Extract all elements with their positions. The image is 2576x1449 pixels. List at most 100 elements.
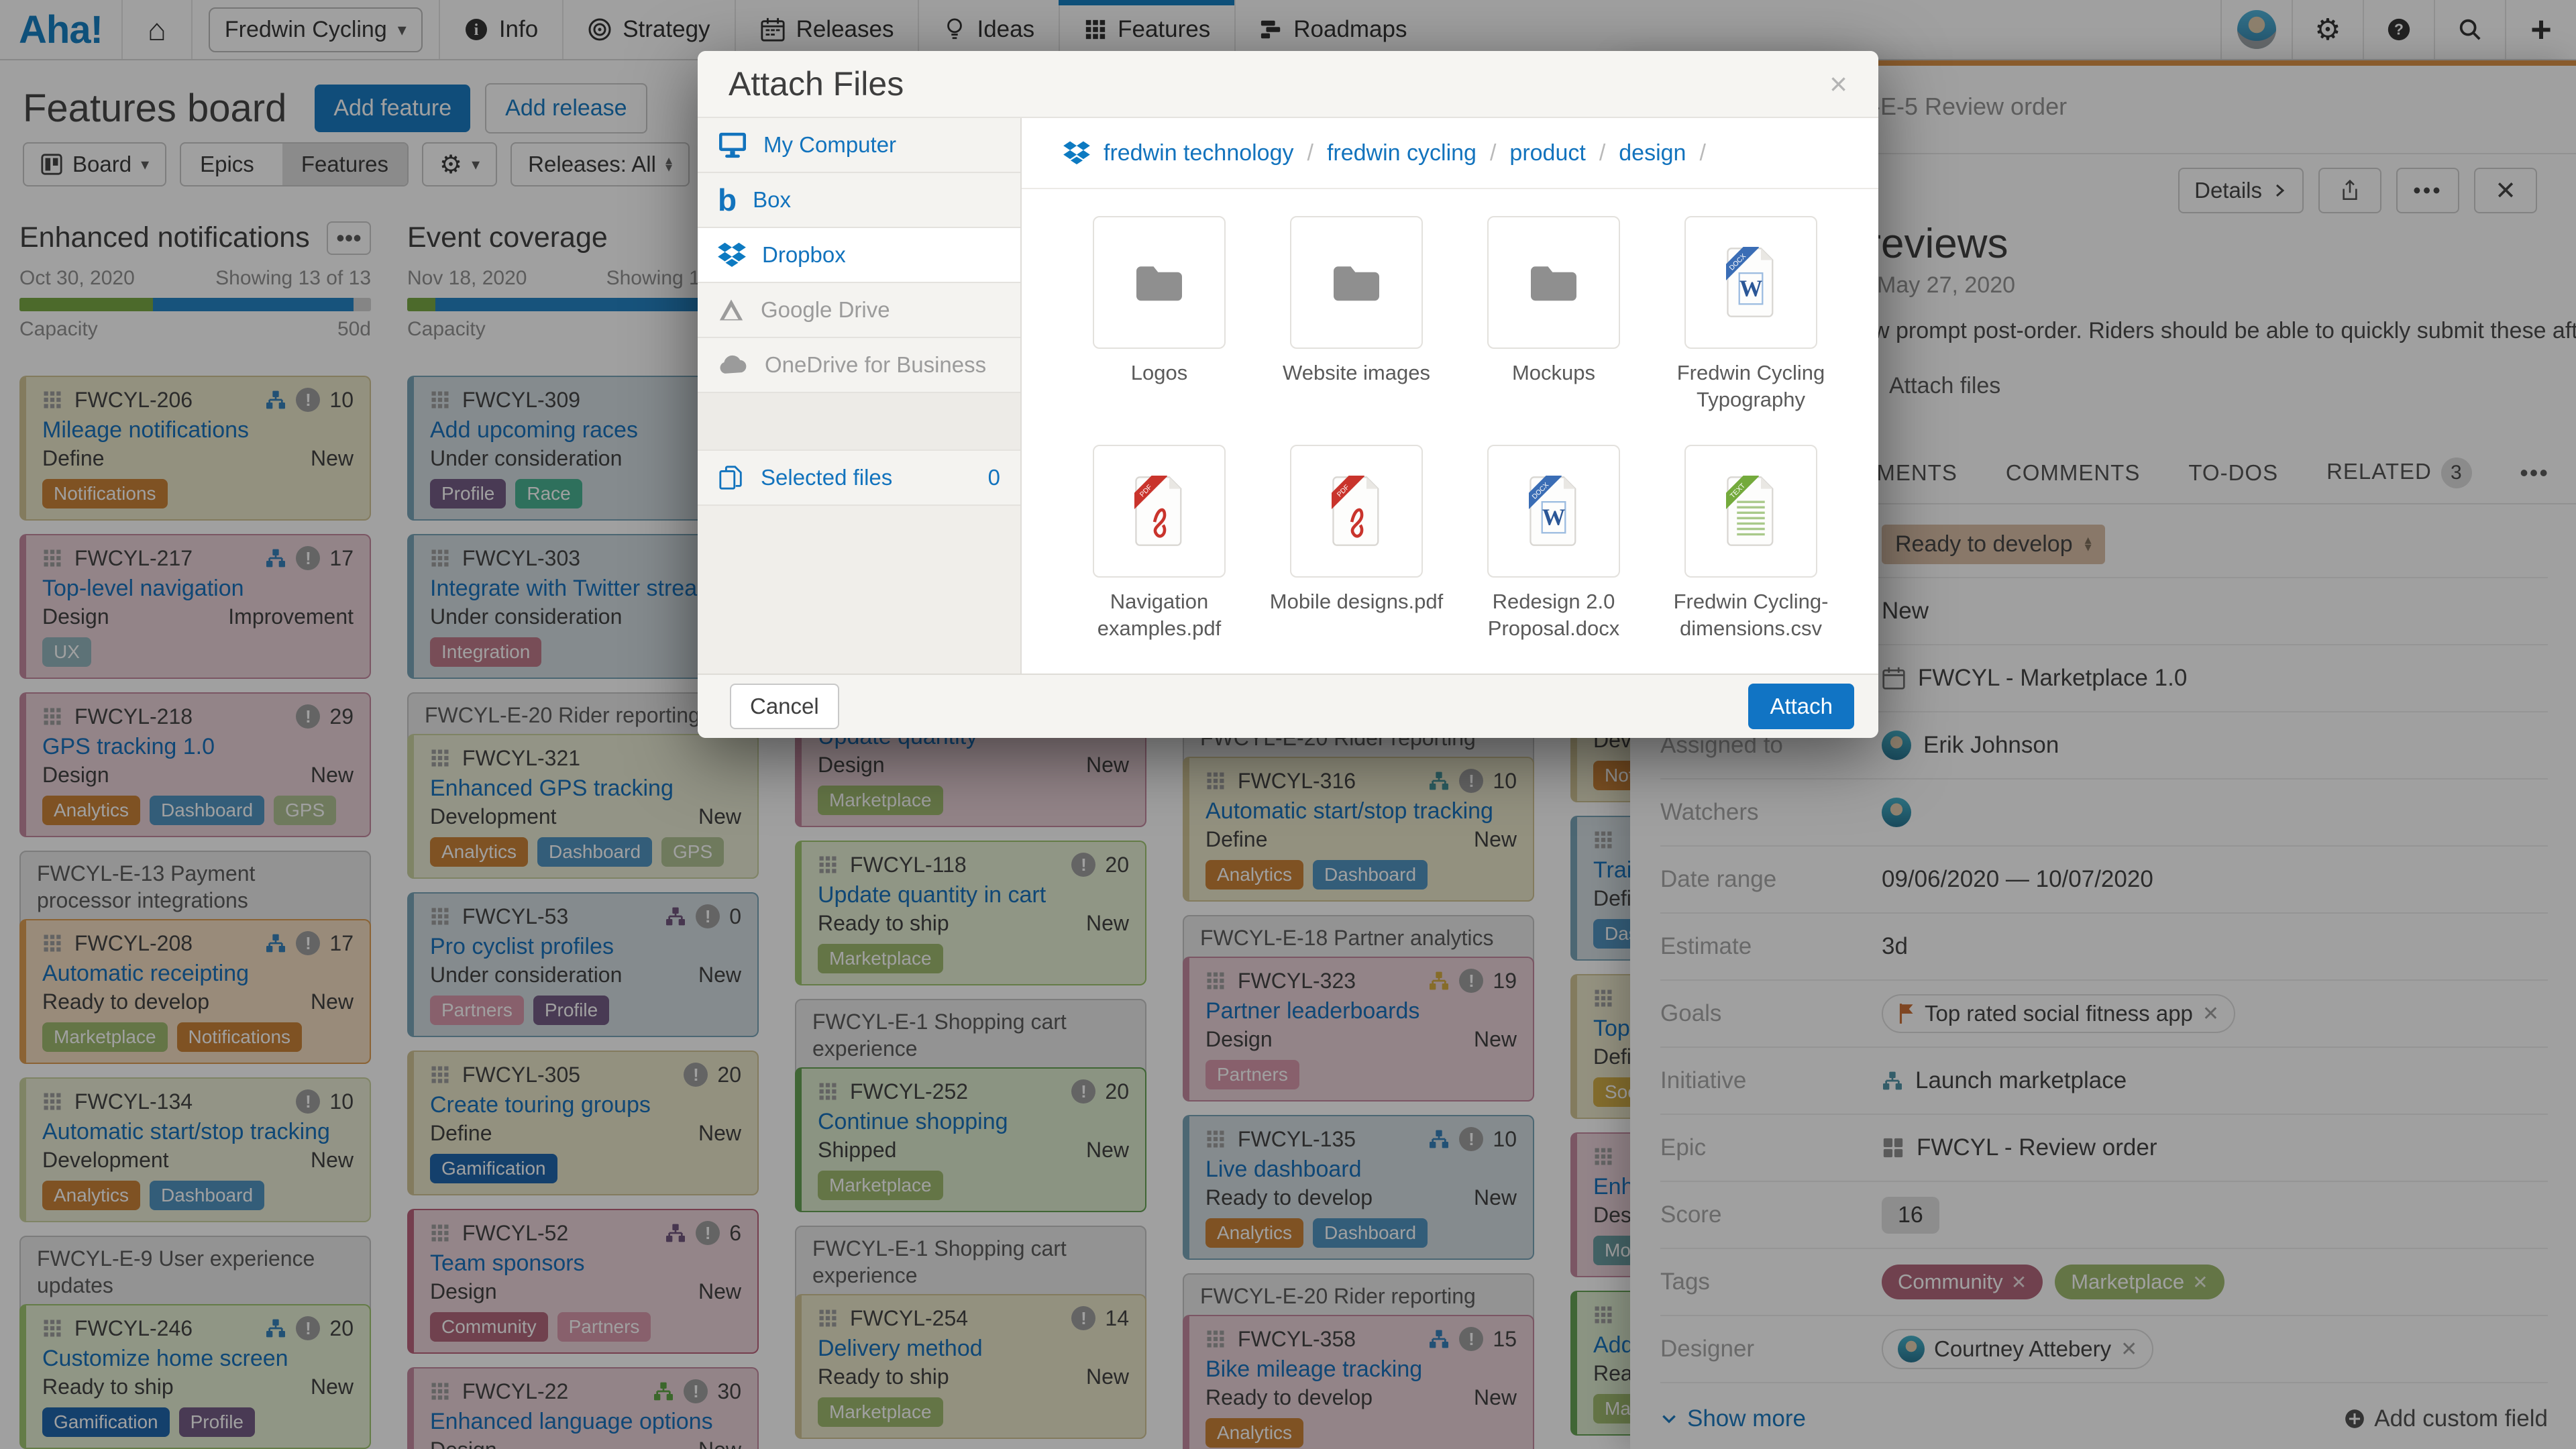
feature-title-link[interactable]: Automatic receipting [42,961,250,986]
tag-pill[interactable]: Analytics [1205,1218,1304,1248]
tag-pill[interactable]: Integration [430,637,542,667]
segment-epics[interactable]: Epics [200,152,254,176]
nav-help-button[interactable]: ? [2363,0,2434,59]
file-tile[interactable]: DOCX W Fredwin Cycling Typography [1652,216,1849,414]
share-button[interactable] [2318,168,2381,213]
remove-icon[interactable]: ✕ [2121,1338,2138,1360]
epic-group[interactable]: FWCYL-E-20 Rider reporting FWCYL-316 ! 10… [1183,715,1534,902]
tag-pill[interactable]: Notifications [176,1022,303,1052]
feature-card[interactable]: FWCYL-305 ! 20 Create touring groups Defi… [407,1051,759,1195]
feature-card[interactable]: FWCYL-246 ! 20 Customize home screen Read… [19,1304,371,1449]
feature-card[interactable]: FWCYL-316 ! 10 Automatic start/stop track… [1183,757,1534,902]
feature-title-link[interactable]: Continue shopping [818,1109,1008,1134]
feature-title-link[interactable]: Automatic start/stop tracking [42,1119,330,1144]
tag-pill[interactable]: Profile [533,996,610,1025]
feature-title-link[interactable]: Update quantity in cart [818,882,1046,908]
show-more-link[interactable]: Show more [1660,1405,1806,1432]
file-tile[interactable]: Website images [1258,216,1455,414]
selected-files-item[interactable]: Selected files 0 [698,451,1020,506]
epic-group[interactable]: FWCYL-E-9 User experience updates FWCYL-… [19,1236,371,1449]
breadcrumb-segment[interactable]: fredwin technology [1104,140,1294,166]
tag-pill[interactable]: GPS [274,796,337,825]
remove-icon[interactable]: ✕ [2192,1271,2208,1293]
column-menu-button[interactable]: ••• [327,221,371,255]
feature-title-link[interactable]: Delivery method [818,1336,983,1361]
feature-card[interactable]: FWCYL-321 Enhanced GPS tracking Developm… [407,734,759,879]
tag-pill[interactable]: Marketplace [818,1397,943,1427]
board-settings-dropdown[interactable]: ⚙ ▾ [422,142,498,186]
feature-card[interactable]: FWCYL-53 ! 0 Pro cyclist profiles Under c… [407,892,759,1037]
epic-group[interactable]: FWCYL-E-20 Rider reporting FWCYL-358 ! 15… [1183,1273,1534,1449]
tabs-overflow-button[interactable]: ••• [2520,459,2549,486]
epic-group[interactable]: FWCYL-E-20 Rider reporting FWCYL-321 Enh… [407,692,759,879]
more-actions-button[interactable]: ••• [2396,168,2459,213]
feature-card[interactable]: FWCYL-323 ! 19 Partner leaderboards Desig… [1183,957,1534,1102]
feature-title-link[interactable]: Customize home screen [42,1346,288,1371]
feature-card[interactable]: FWCYL-118 ! 20 Update quantity in cart Re… [795,841,1146,985]
file-tile[interactable]: Logos [1061,216,1258,414]
breadcrumb-segment[interactable]: product [1509,140,1586,166]
tag-chip[interactable]: Community ✕ [1882,1265,2043,1299]
tag-chip[interactable]: Marketplace ✕ [2055,1265,2224,1299]
person-chip[interactable]: Courtney Attebery ✕ [1882,1329,2154,1369]
tag-pill[interactable]: Analytics [1205,860,1304,890]
home-button[interactable]: ⌂ [121,0,191,59]
tab-comments[interactable]: COMMENTS [2005,460,2141,485]
epic-group[interactable]: FWCYL-E-18 Partner analytics FWCYL-323 !… [1183,915,1534,1102]
tag-pill[interactable]: Marketplace [818,1171,943,1200]
tag-pill[interactable]: UX [42,637,91,667]
tag-pill[interactable]: Partners [557,1312,651,1342]
feature-title-link[interactable]: Mileage notifications [42,417,250,443]
board-view-dropdown[interactable]: Board ▾ [23,142,167,186]
feature-card[interactable]: FWCYL-135 ! 10 Live dashboard Ready to de… [1183,1115,1534,1260]
modal-close-button[interactable]: × [1829,66,1847,101]
source-dropbox[interactable]: Dropbox [698,228,1020,283]
tag-pill[interactable]: Partners [430,996,524,1025]
releases-filter-dropdown[interactable]: Releases: All ▴ ▾ [511,142,690,186]
tag-pill[interactable]: Analytics [42,796,141,825]
tag-pill[interactable]: Analytics [42,1181,141,1210]
feature-title-link[interactable]: Team sponsors [430,1250,585,1276]
breadcrumb-segment[interactable]: fredwin cycling [1326,140,1477,166]
feature-title-link[interactable]: Enhanced GPS tracking [430,775,674,801]
nav-item-strategy[interactable]: Strategy [562,0,734,59]
feature-card[interactable]: FWCYL-254 ! 14 Delivery method Ready to s… [795,1294,1146,1439]
nav-gear-button[interactable]: ⚙ [2292,0,2363,59]
tag-pill[interactable]: Analytics [430,837,529,867]
attach-button[interactable]: Attach [1748,684,1854,729]
goal-chip[interactable]: Top rated social fitness app ✕ [1882,994,2236,1033]
epic-group[interactable]: FWCYL-E-1 Shopping cart experience FWCYL… [795,999,1146,1212]
feature-title-link[interactable]: Pro cyclist profiles [430,934,614,959]
feature-card[interactable]: FWCYL-52 ! 6 Team sponsors Design New Comm… [407,1209,759,1354]
tag-pill[interactable]: Profile [430,479,506,508]
tag-pill[interactable]: Gamification [430,1154,557,1183]
tag-pill[interactable]: GPS [661,837,724,867]
aha-logo[interactable]: Aha! [19,7,103,52]
feature-card[interactable]: FWCYL-208 ! 17 Automatic receipting Ready… [19,919,371,1064]
feature-card[interactable]: FWCYL-134 ! 10 Automatic start/stop track… [19,1077,371,1222]
cancel-button[interactable]: Cancel [730,684,839,729]
feature-title-link[interactable]: Partner leaderboards [1205,998,1420,1024]
feature-title-link[interactable]: Live dashboard [1205,1157,1362,1182]
add-feature-button[interactable]: Add feature [315,85,471,132]
remove-icon[interactable]: ✕ [2202,1002,2220,1025]
tag-pill[interactable]: Profile [178,1407,255,1437]
feature-title-link[interactable]: Top-level navigation [42,576,244,601]
tag-pill[interactable]: Dashboard [1313,1218,1428,1248]
add-release-button[interactable]: Add release [485,83,647,133]
tag-pill[interactable]: Analytics [1205,1418,1304,1448]
feature-card[interactable]: FWCYL-252 ! 20 Continue shopping Shipped N… [795,1067,1146,1212]
status-badge[interactable]: Ready to develop ▴ ▾ [1882,524,2105,564]
tag-pill[interactable]: Partners [1205,1060,1299,1089]
feature-title-link[interactable]: Enhanced language options [430,1409,713,1434]
tab-related[interactable]: RELATED 3 [2326,458,2472,488]
source-box[interactable]: b Box [698,173,1020,228]
tag-pill[interactable]: Community [430,1312,548,1342]
feature-card[interactable]: FWCYL-206 ! 10 Mileage notifications Defi… [19,376,371,521]
epic-group[interactable]: FWCYL-E-1 Shopping cart experience FWCYL… [795,1226,1146,1439]
add-custom-field-button[interactable]: Add custom field [2345,1405,2548,1432]
feature-card[interactable]: FWCYL-22 ! 30 Enhanced language options D… [407,1367,759,1449]
nav-item-features[interactable]: Features [1059,0,1236,59]
tag-pill[interactable]: Gamification [42,1407,170,1437]
epic-group[interactable]: FWCYL-E-13 Payment processor integration… [19,851,371,1064]
